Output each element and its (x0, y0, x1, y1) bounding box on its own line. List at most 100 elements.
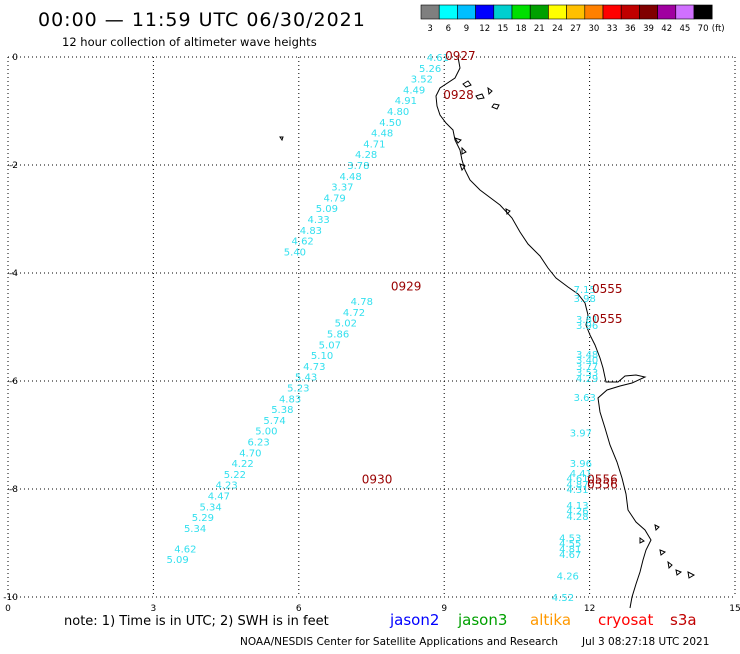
swh-label: 5.34 (199, 502, 221, 513)
x-tick-label: 12 (584, 604, 595, 614)
swh-label: 4.73 (303, 362, 325, 373)
colorbar-swatch (693, 4, 713, 20)
coastline-islands-south (639, 524, 696, 579)
coastline-islands-north (279, 80, 511, 216)
swh-label: 5.02 (335, 319, 357, 330)
legend-jason2: jason2 (389, 611, 439, 629)
swh-label: 4.52 (552, 593, 574, 604)
colorbar-label: 12 (479, 24, 490, 34)
pass-time-label: 0927 (445, 49, 476, 63)
pass-time-label: 0928 (443, 88, 474, 102)
y-tick-label: -8 (9, 485, 18, 495)
y-tick-label: -4 (9, 269, 18, 279)
swh-label: 4.49 (403, 85, 425, 96)
swh-label: 5.74 (263, 416, 285, 427)
swh-label: 4.26 (566, 507, 588, 518)
swh-label: 4.28 (566, 512, 588, 523)
swh-label: 5.10 (311, 351, 333, 362)
swh-label: 5.43 (295, 373, 317, 384)
swh-label: 3.40 (576, 355, 598, 366)
swh-label: 5.22 (224, 470, 246, 481)
swh-label: 4.48 (340, 172, 362, 183)
swh-label: 4.70 (239, 448, 261, 459)
swh-label: 4.71 (363, 139, 385, 150)
colorbar-label: 9 (464, 24, 469, 34)
colorbar-label: 3 (427, 24, 432, 34)
colorbar-swatch (511, 4, 531, 20)
swh-label: 4.61 (427, 53, 449, 64)
colorbar-swatch (675, 4, 695, 20)
swh-label: 3.77 (576, 362, 598, 373)
colorbar-label: 45 (679, 24, 690, 34)
pass-time-label: 0930 (362, 472, 393, 486)
colorbar-swatch (475, 4, 495, 20)
swh-label: 4.83 (300, 226, 322, 237)
colorbar-label: 15 (497, 24, 508, 34)
swh-label: 4.72 (343, 308, 365, 319)
colorbar-label: 36 (625, 24, 636, 34)
swh-label: 5.23 (287, 383, 309, 394)
colorbar-swatch (639, 4, 658, 20)
swh-label: 4.13 (566, 501, 588, 512)
y-tick-label: -6 (9, 377, 18, 387)
colorbar-label: 39 (643, 24, 654, 34)
swh-label: 4.79 (324, 193, 346, 204)
y-tick-label: 0 (12, 53, 18, 63)
x-tick-label: 15 (729, 604, 740, 614)
pass-time-label: 0555 (592, 282, 623, 296)
swh-label: 4.29 (576, 374, 598, 385)
swh-label: 4.87 (566, 480, 588, 491)
swh-label: 5.26 (419, 64, 441, 75)
colorbar-label: 24 (552, 24, 563, 34)
swh-label: 4.50 (379, 118, 401, 129)
colorbar-swatch (529, 4, 549, 20)
swh-label: 4.78 (351, 297, 373, 308)
satellite-legend: jason2 jason3 altika cryosat s3a (389, 611, 697, 629)
swh-label: 4.23 (215, 481, 237, 492)
swh-label: 4.48 (371, 129, 393, 140)
swh-label: 4.61 (566, 474, 588, 485)
colorbar-label: 6 (446, 24, 451, 34)
colorbar: 3 6 9 12 15 18 21 24 27 30 33 36 39 42 45 70 (ft) (420, 4, 725, 34)
footer-note: note: 1) Time is in UTC; 2) SWH is in fe… (64, 614, 329, 629)
axis-tick-labels: 0 3 6 9 12 15 0 -2 -4 -6 -8 -10 (3, 53, 740, 614)
colorbar-label: 27 (570, 24, 581, 34)
swh-label: 4.67 (559, 550, 581, 561)
colorbar-swatch (657, 4, 677, 20)
swh-label: 4.31 (566, 485, 588, 496)
swh-label: 5.38 (271, 405, 293, 416)
colorbar-swatch (602, 4, 622, 20)
swh-label: 3.48 (576, 350, 598, 361)
colorbar-swatch (620, 4, 640, 20)
swh-label: 4.80 (387, 107, 409, 118)
pass-time-label: 0556 (587, 472, 618, 486)
swh-label: 5.34 (184, 524, 206, 535)
swh-label: 5.09 (167, 555, 189, 566)
swh-label: 4.55 (559, 539, 581, 550)
swh-label: 4.33 (308, 215, 330, 226)
swh-label: 3.96 (576, 321, 598, 332)
colorbar-label: 18 (516, 24, 527, 34)
colorbar-swatch (584, 4, 604, 20)
pass-time-label: 0556 (587, 478, 618, 492)
swh-label: 3.37 (331, 183, 353, 194)
swh-label: 7.15 (574, 285, 596, 296)
chart-title: 00:00 — 11:59 UTC 06/30/2021 (38, 9, 366, 31)
swh-label: 5.29 (192, 513, 214, 524)
x-tick-label: 3 (151, 604, 157, 614)
swh-label: 3.78 (347, 161, 369, 172)
swh-label: 3.53 (576, 368, 598, 379)
colorbar-swatch (566, 4, 586, 20)
swh-label: 4.41 (570, 469, 592, 480)
swh-label: 3.52 (411, 75, 433, 86)
pass-time-label: 0555 (592, 312, 623, 326)
legend-altika: altika (530, 611, 571, 629)
colorbar-swatch (548, 4, 567, 20)
coastline-path (435, 56, 652, 609)
swh-label: 4.91 (395, 96, 417, 107)
colorbar-label: 70 (698, 24, 709, 34)
colorbar-swatch (493, 4, 513, 20)
y-tick-label: -2 (9, 161, 18, 171)
